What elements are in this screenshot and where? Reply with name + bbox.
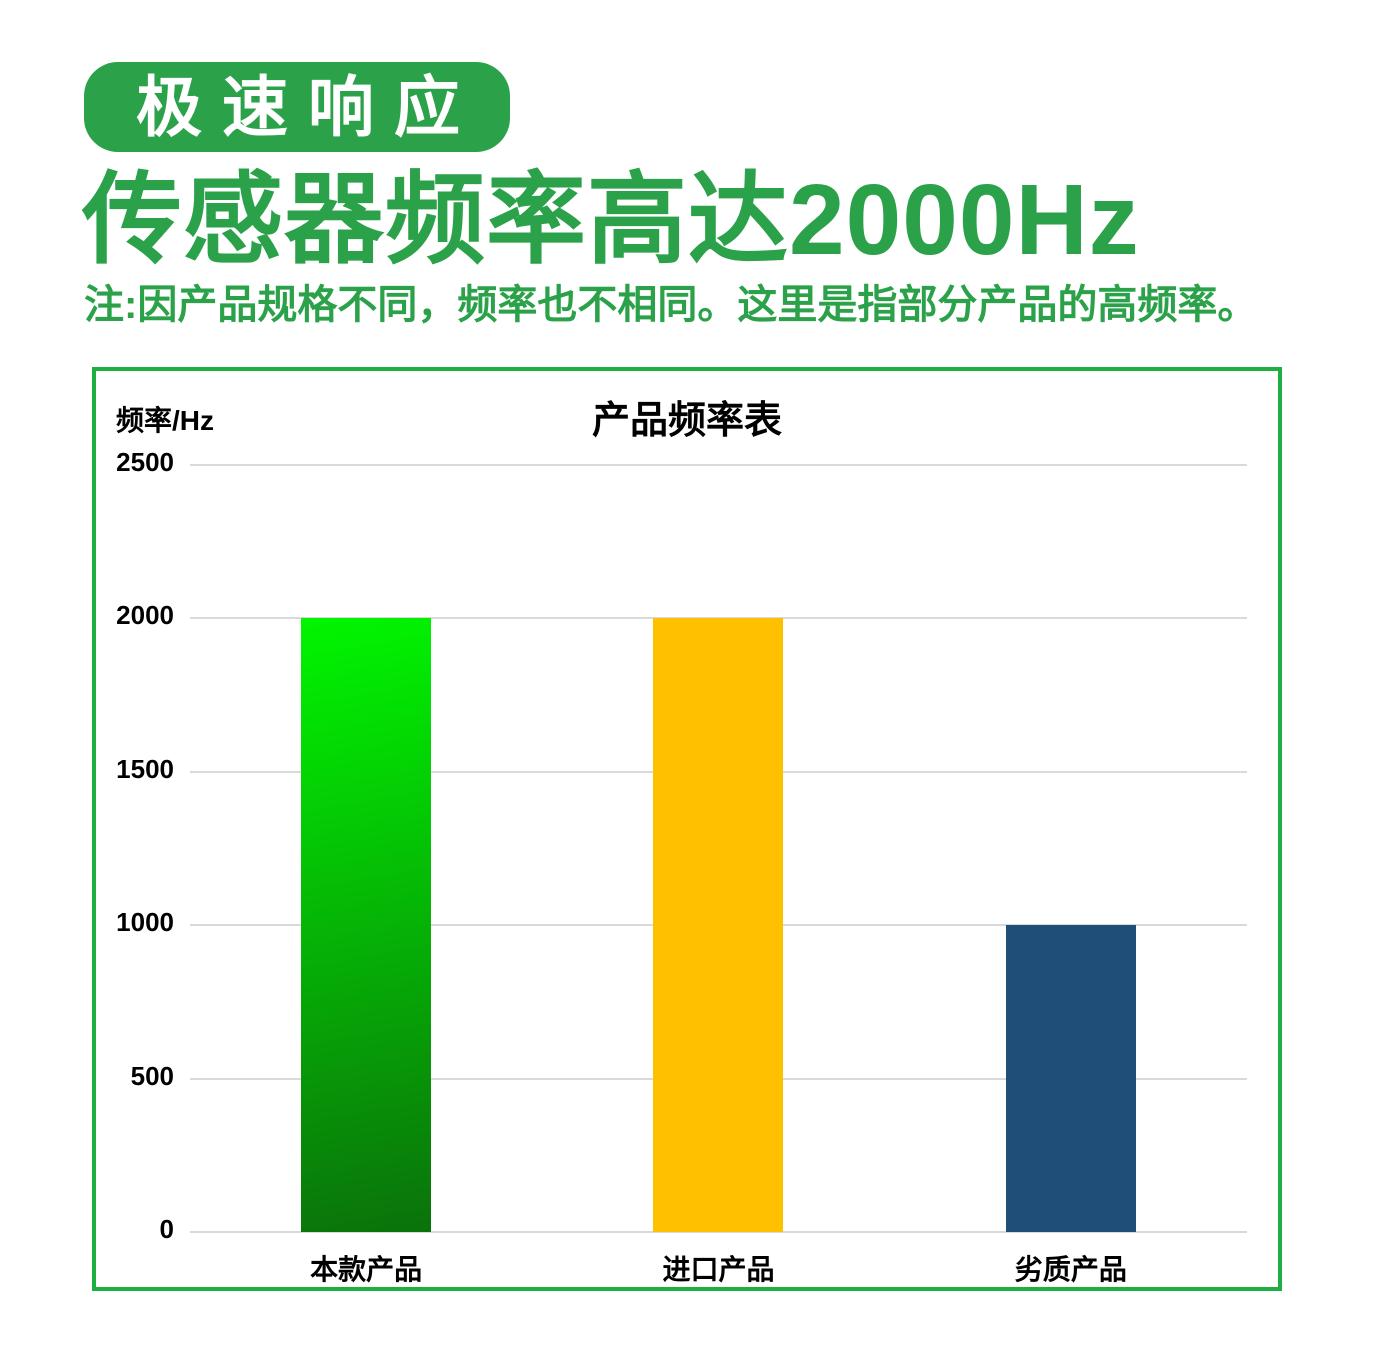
y-axis-unit-label: 频率/Hz [116, 405, 215, 436]
y-tick-label-500: 500 [130, 1060, 174, 1091]
y-tick-label-1500: 1500 [116, 753, 174, 784]
category-label-1: 进口产品 [662, 1254, 775, 1285]
frequency-chart-panel: 产品频率表 频率/Hz 0 500 1000 1500 2000 2500 本款产品 进口产… [92, 367, 1282, 1291]
y-tick-label-2500: 2500 [116, 447, 174, 478]
y-tick-label-1000: 1000 [116, 907, 174, 938]
page-title: 传感器频率高达2000Hz [82, 164, 1140, 276]
gridline-0 [190, 1231, 1247, 1233]
bar-本款产品 [301, 618, 432, 1232]
category-label-2: 劣质产品 [1014, 1254, 1127, 1285]
y-tick-label-2000: 2000 [116, 600, 174, 631]
chart-title: 产品频率表 [591, 400, 782, 442]
bar-slot-1 [542, 465, 894, 1232]
plot-area: 0 500 1000 1500 2000 2500 [116, 447, 1247, 1244]
category-label-0: 本款产品 [310, 1254, 423, 1285]
bar-劣质产品 [1005, 925, 1136, 1232]
gridline-2500 [190, 464, 1247, 466]
fast-response-badge-label: 极速响应 [136, 70, 480, 144]
x-axis-category-labels: 本款产品 进口产品 劣质产品 [190, 1248, 1247, 1288]
bar-slot-0 [190, 465, 542, 1232]
fast-response-badge: 极速响应 [84, 62, 510, 152]
bar-进口产品 [653, 618, 784, 1232]
y-tick-label-0: 0 [159, 1214, 174, 1245]
bars-region [190, 465, 1247, 1232]
note-text: 注:因产品规格不同，频率也不相同。这里是指部分产品的高频率。 [84, 283, 1258, 327]
bar-slot-2 [895, 465, 1247, 1232]
